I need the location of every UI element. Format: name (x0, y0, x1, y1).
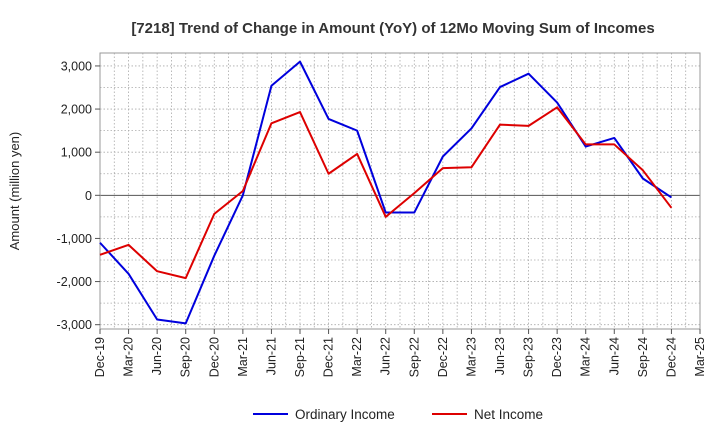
x-tick-label: Mar-22 (350, 337, 364, 377)
plot-frame (99, 52, 701, 330)
x-tick-label: Dec-24 (664, 337, 678, 377)
x-tick-label: Mar-23 (464, 337, 478, 377)
x-tick-label: Jun-23 (493, 337, 507, 375)
x-tick-label: Sep-24 (636, 337, 650, 377)
x-tick-label: Jun-24 (607, 337, 621, 375)
x-tick-label: Dec-22 (436, 337, 450, 377)
y-axis-ticks: -3,000 -2,000 -1,000 0 1,000 2,000 3,000 (57, 59, 100, 332)
y-tick-label: 0 (85, 189, 92, 203)
x-tick-label: Dec-19 (93, 337, 107, 377)
y-axis-label: Amount (million yen) (7, 132, 22, 251)
legend-label-net-income: Net Income (474, 407, 543, 422)
chart-title: [7218] Trend of Change in Amount (YoY) o… (131, 20, 654, 37)
x-tick-label: Sep-23 (522, 337, 536, 377)
x-tick-label: Sep-20 (179, 337, 193, 377)
y-tick-label: 2,000 (61, 103, 92, 117)
x-tick-label: Mar-25 (693, 337, 707, 377)
series-lines (99, 60, 673, 325)
x-tick-label: Dec-20 (207, 337, 221, 377)
series-line-net-income (99, 106, 673, 280)
y-tick-label: 3,000 (61, 59, 92, 73)
y-tick-label: -1,000 (57, 232, 92, 246)
x-tick-label: Mar-21 (236, 337, 250, 377)
x-tick-label: Sep-21 (293, 337, 307, 377)
gridlines (100, 53, 700, 329)
x-tick-label: Dec-21 (322, 337, 336, 377)
x-tick-label: Mar-20 (122, 337, 136, 377)
legend: Ordinary Income Net Income (253, 407, 543, 422)
x-tick-label: Sep-22 (407, 337, 421, 377)
x-tick-label: Jun-21 (264, 337, 278, 375)
x-tick-label: Dec-23 (550, 337, 564, 377)
y-tick-label: 1,000 (61, 146, 92, 160)
x-tick-label: Jun-22 (379, 337, 393, 375)
y-tick-label: -2,000 (57, 275, 92, 289)
x-axis-ticks: Dec-19 Mar-20 Jun-20 Sep-20 Dec-20 Mar-21 Jun-… (93, 329, 707, 377)
x-tick-label: Jun-20 (150, 337, 164, 375)
x-tick-label: Mar-24 (579, 337, 593, 377)
y-tick-label: -3,000 (57, 318, 92, 332)
legend-label-ordinary-income: Ordinary Income (295, 407, 395, 422)
